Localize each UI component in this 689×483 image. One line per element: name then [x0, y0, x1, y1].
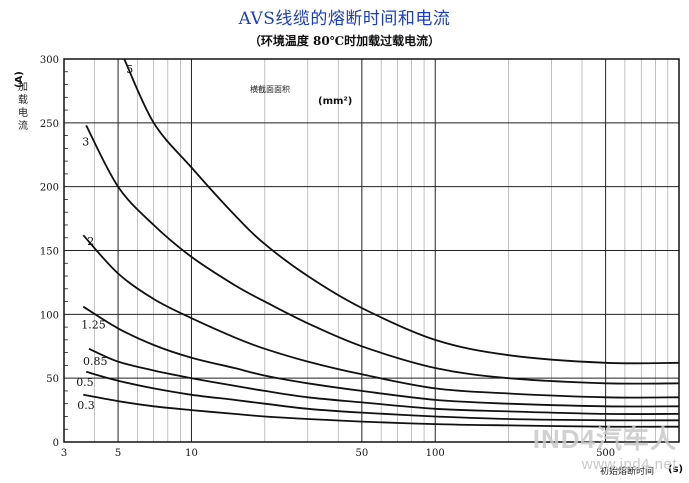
x-tick-label: 3 — [61, 448, 67, 459]
y-axis-label: 加载电流 — [18, 81, 28, 132]
series-line-5 — [123, 58, 680, 365]
series-line-0_85 — [88, 347, 680, 415]
series-label-0_5: 0.5 — [76, 376, 94, 389]
legend-title: 横截面面积 — [250, 84, 290, 94]
series-label-3: 3 — [82, 135, 89, 148]
series-labels: 5 3 2 1.25 0.85 0.5 0.3 — [76, 63, 133, 412]
series-line-2 — [82, 234, 680, 399]
y-tick-label: 250 — [40, 119, 59, 130]
series-line-1_25 — [82, 305, 680, 408]
series-line-3 — [85, 124, 680, 385]
watermark-url: www.ind4.net — [581, 456, 677, 473]
chart-subtitle: （环境温度 80℃时加载过载电流） — [248, 34, 441, 48]
x-tick-label: 5 — [115, 448, 121, 459]
plot-frame — [63, 58, 680, 443]
series-line-0_5 — [85, 370, 680, 422]
watermark: IND4汽车人 www.ind4.net — [533, 419, 677, 473]
x-tick-label: 500 — [596, 448, 615, 459]
series-label-0_3: 0.3 — [77, 399, 95, 412]
series-lines — [82, 58, 680, 428]
y-axis-unit: (A) — [14, 71, 25, 88]
y-tick-label: 100 — [40, 310, 59, 321]
y-tick-label: 200 — [40, 183, 59, 194]
x-axis-unit: (s) — [668, 464, 683, 475]
axis-ticks: 0 50 100 150 200 250 300 3 5 10 50 100 500 — [40, 55, 615, 459]
series-label-5: 5 — [126, 63, 133, 76]
x-tick-label: 50 — [355, 448, 368, 459]
y-tick-label: 50 — [46, 374, 59, 385]
grid-lines — [64, 58, 679, 443]
series-label-0_85: 0.85 — [83, 355, 108, 368]
legend-unit: (mm²) — [318, 96, 352, 107]
x-tick-label: 10 — [185, 448, 198, 459]
x-tick-label: 100 — [426, 448, 445, 459]
chart-title: AVS线缆的熔断时间和电流 — [238, 9, 451, 29]
series-label-2: 2 — [87, 235, 94, 248]
series-label-1_25: 1.25 — [81, 319, 106, 332]
y-tick-label: 0 — [53, 438, 59, 449]
watermark-brand: IND4汽车人 — [532, 424, 677, 454]
x-axis-label: 初始熔断时间 — [600, 465, 654, 477]
y-tick-label: 300 — [40, 55, 59, 66]
series-line-0_3 — [83, 393, 680, 428]
y-tick-label: 150 — [40, 247, 59, 258]
